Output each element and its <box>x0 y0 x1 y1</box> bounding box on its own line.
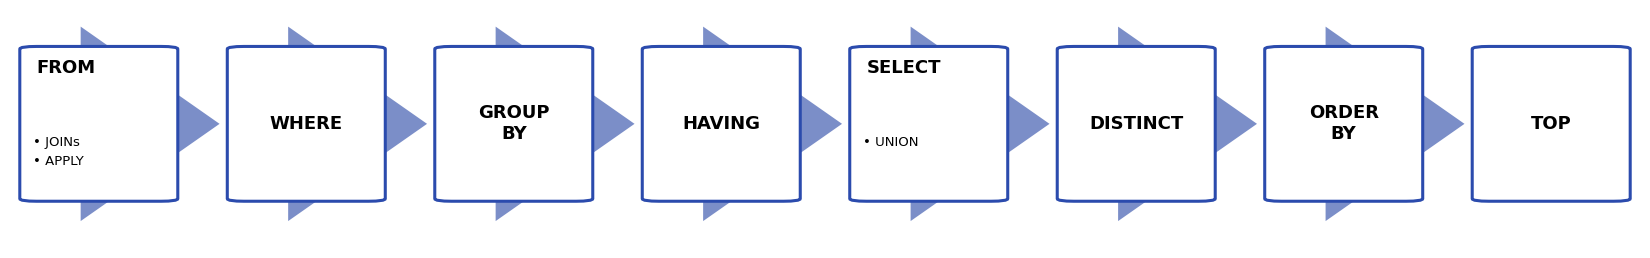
FancyBboxPatch shape <box>1266 46 1422 201</box>
FancyBboxPatch shape <box>850 46 1008 201</box>
Text: • JOINs
• APPLY: • JOINs • APPLY <box>33 136 84 168</box>
Text: WHERE: WHERE <box>269 115 343 133</box>
FancyBboxPatch shape <box>20 46 178 201</box>
Text: GROUP
BY: GROUP BY <box>478 104 549 143</box>
Text: HAVING: HAVING <box>681 115 761 133</box>
FancyBboxPatch shape <box>1058 46 1214 201</box>
FancyBboxPatch shape <box>642 46 800 201</box>
FancyBboxPatch shape <box>1472 46 1630 201</box>
Text: ORDER
BY: ORDER BY <box>1308 104 1379 143</box>
FancyBboxPatch shape <box>228 46 384 201</box>
Text: FROM: FROM <box>36 59 96 77</box>
Text: DISTINCT: DISTINCT <box>1089 115 1183 133</box>
Text: TOP: TOP <box>1531 115 1571 133</box>
Text: SELECT: SELECT <box>866 59 940 77</box>
FancyBboxPatch shape <box>434 46 592 201</box>
Text: • UNION: • UNION <box>863 136 919 149</box>
